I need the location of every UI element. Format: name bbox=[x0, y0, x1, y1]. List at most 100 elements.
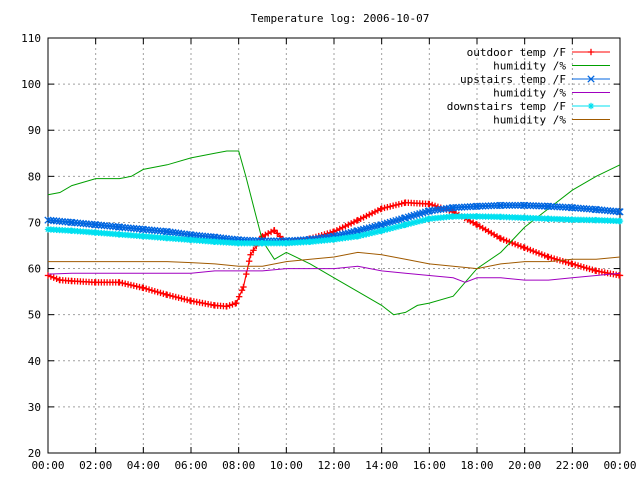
data-point bbox=[571, 204, 579, 212]
data-point bbox=[582, 205, 591, 213]
data-point bbox=[535, 202, 543, 210]
data-point bbox=[617, 218, 623, 224]
data-point bbox=[460, 203, 469, 211]
data-point bbox=[490, 201, 498, 210]
data-point bbox=[514, 201, 522, 210]
series-group bbox=[44, 150, 624, 316]
data-point bbox=[172, 229, 180, 237]
data-point bbox=[556, 203, 564, 211]
series-5 bbox=[44, 213, 624, 247]
data-point bbox=[487, 202, 495, 210]
data-point bbox=[463, 203, 472, 211]
data-point bbox=[505, 201, 514, 210]
x-tick-label: 06:00 bbox=[174, 459, 207, 472]
data-point bbox=[616, 208, 624, 216]
x-tick-label: 18:00 bbox=[460, 459, 493, 472]
data-point bbox=[166, 228, 174, 236]
data-point bbox=[458, 203, 466, 211]
series-line bbox=[47, 150, 621, 316]
data-point bbox=[163, 228, 171, 236]
data-point bbox=[439, 205, 448, 213]
grid bbox=[48, 38, 620, 453]
series-line bbox=[47, 265, 621, 283]
x-tick-label: 10:00 bbox=[270, 459, 303, 472]
y-tick-label: 40 bbox=[28, 355, 41, 368]
y-tick-label: 30 bbox=[28, 401, 41, 414]
data-point bbox=[568, 204, 576, 212]
data-point bbox=[538, 202, 546, 210]
series-line bbox=[48, 251, 621, 270]
legend-label: upstairs temp /F bbox=[460, 73, 566, 86]
data-point bbox=[588, 103, 594, 109]
data-point bbox=[574, 204, 582, 212]
x-tick-label: 12:00 bbox=[317, 459, 350, 472]
x-tick-label: 08:00 bbox=[222, 459, 255, 472]
chart-title: Temperature log: 2006-10-07 bbox=[251, 12, 430, 25]
data-point bbox=[521, 201, 529, 210]
data-point bbox=[585, 205, 594, 213]
data-point bbox=[428, 206, 436, 215]
y-tick-label: 110 bbox=[21, 32, 41, 45]
data-point bbox=[544, 202, 553, 210]
series-2 bbox=[47, 150, 621, 316]
data-point bbox=[425, 207, 433, 215]
y-tick-label: 20 bbox=[28, 447, 41, 460]
data-point bbox=[484, 202, 493, 210]
x-tick-label: 04:00 bbox=[127, 459, 160, 472]
data-point bbox=[502, 201, 511, 210]
data-point bbox=[473, 202, 481, 210]
data-point bbox=[183, 230, 191, 239]
legend-label: outdoor temp /F bbox=[467, 46, 566, 59]
data-point bbox=[511, 201, 519, 210]
data-point bbox=[587, 75, 595, 83]
legend-label: humidity /% bbox=[493, 87, 566, 100]
axes: 20 30 40 50 60 70 80 90 100 110 00:00 02:00 04:00 06:… bbox=[21, 32, 636, 472]
y-tick-label: 70 bbox=[28, 216, 41, 229]
y-tick-label: 100 bbox=[21, 78, 41, 91]
series-6 bbox=[48, 251, 621, 270]
data-point bbox=[523, 201, 532, 210]
x-tick-label: 16:00 bbox=[413, 459, 446, 472]
x-tick-label: 14:00 bbox=[365, 459, 398, 472]
x-tick-label: 20:00 bbox=[508, 459, 541, 472]
data-point bbox=[577, 204, 585, 213]
data-point bbox=[526, 201, 535, 210]
data-point bbox=[500, 201, 508, 210]
x-tick-label: 00:00 bbox=[31, 459, 64, 472]
data-point bbox=[580, 204, 588, 213]
y-tick-label: 60 bbox=[28, 263, 41, 276]
legend-label: humidity /% bbox=[493, 114, 566, 127]
y-tick-label: 80 bbox=[28, 170, 41, 183]
x-tick-label: 22:00 bbox=[556, 459, 589, 472]
y-tick-label: 50 bbox=[28, 309, 41, 322]
data-point bbox=[466, 203, 474, 211]
data-point bbox=[553, 203, 561, 211]
data-point bbox=[431, 206, 439, 214]
legend-label: humidity /% bbox=[493, 60, 566, 73]
data-point bbox=[550, 202, 558, 211]
data-point bbox=[442, 204, 451, 213]
y-tick-label: 90 bbox=[28, 124, 41, 137]
data-point bbox=[177, 229, 186, 238]
data-point bbox=[452, 203, 460, 212]
x-tick-label: 02:00 bbox=[79, 459, 112, 472]
data-point bbox=[497, 201, 505, 210]
data-point bbox=[562, 203, 570, 211]
data-point bbox=[508, 201, 516, 210]
data-point bbox=[476, 202, 484, 210]
data-point bbox=[481, 202, 490, 210]
data-point bbox=[455, 203, 463, 212]
data-point bbox=[174, 229, 183, 237]
x-tick-label: 00:00 bbox=[603, 459, 636, 472]
series-4 bbox=[47, 265, 621, 283]
data-point bbox=[449, 204, 457, 212]
legend-label: downstairs temp /F bbox=[447, 100, 566, 113]
data-point bbox=[434, 206, 442, 214]
data-point bbox=[437, 205, 445, 214]
data-point bbox=[532, 202, 540, 210]
data-point bbox=[180, 230, 188, 238]
data-point bbox=[547, 202, 556, 211]
data-point bbox=[169, 228, 177, 237]
